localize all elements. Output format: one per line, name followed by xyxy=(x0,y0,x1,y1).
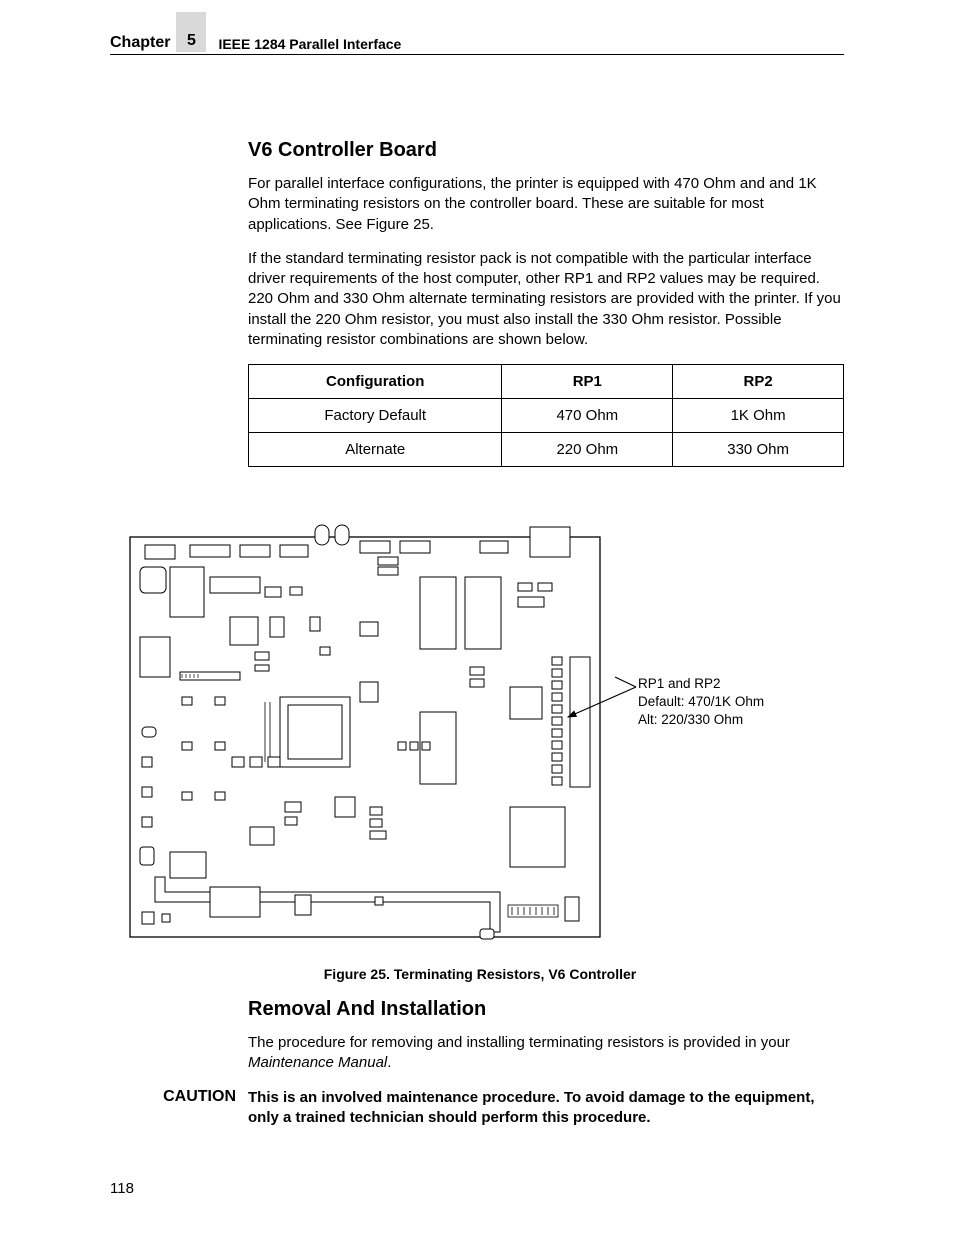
rp1-rp2-array xyxy=(552,657,562,785)
callout-line1: RP1 and RP2 xyxy=(638,675,764,693)
heading-removal-installation: Removal And Installation xyxy=(248,998,844,1021)
callout-line2: Default: 470/1K Ohm xyxy=(638,693,764,711)
heading-v6-controller-board: V6 Controller Board xyxy=(248,139,844,162)
cell: 470 Ohm xyxy=(502,399,673,433)
page-header: Chapter 5 IEEE 1284 Parallel Interface xyxy=(110,34,844,55)
cell: Alternate xyxy=(249,433,502,467)
col-rp2: RP2 xyxy=(673,365,844,399)
callout-line3: Alt: 220/330 Ohm xyxy=(638,711,764,729)
caution-label: CAUTION xyxy=(158,1088,248,1129)
para-removal-suffix: . xyxy=(387,1054,391,1071)
resistor-configuration-table: Configuration RP1 RP2 Factory Default 47… xyxy=(248,364,844,467)
page-number: 118 xyxy=(110,1180,134,1197)
cell: 1K Ohm xyxy=(673,399,844,433)
cell: Factory Default xyxy=(249,399,502,433)
figure-caption: Figure 25. Terminating Resistors, V6 Con… xyxy=(120,966,840,982)
col-rp1: RP1 xyxy=(502,365,673,399)
para-intro-2: If the standard terminating resistor pac… xyxy=(248,249,844,350)
table-row: Alternate 220 Ohm 330 Ohm xyxy=(249,433,844,467)
caution-block: CAUTION This is an involved maintenance … xyxy=(158,1088,844,1129)
figure-callout: RP1 and RP2 Default: 470/1K Ohm Alt: 220… xyxy=(638,675,764,730)
table-header-row: Configuration RP1 RP2 xyxy=(249,365,844,399)
para-intro-1: For parallel interface configurations, t… xyxy=(248,174,844,235)
para-removal-italic: Maintenance Manual xyxy=(248,1054,387,1071)
table-row: Factory Default 470 Ohm 1K Ohm xyxy=(249,399,844,433)
chapter-number: 5 xyxy=(176,12,206,52)
figure-25: RP1 and RP2 Default: 470/1K Ohm Alt: 220… xyxy=(120,517,840,982)
cell: 330 Ohm xyxy=(673,433,844,467)
col-configuration: Configuration xyxy=(249,365,502,399)
caution-text: This is an involved maintenance procedur… xyxy=(248,1088,844,1129)
board-diagram-svg xyxy=(120,517,840,947)
para-removal: The procedure for removing and installin… xyxy=(248,1033,844,1074)
para-removal-prefix: The procedure for removing and installin… xyxy=(248,1034,790,1051)
section-title: IEEE 1284 Parallel Interface xyxy=(206,36,401,52)
cell: 220 Ohm xyxy=(502,433,673,467)
chapter-label: Chapter xyxy=(110,34,176,52)
